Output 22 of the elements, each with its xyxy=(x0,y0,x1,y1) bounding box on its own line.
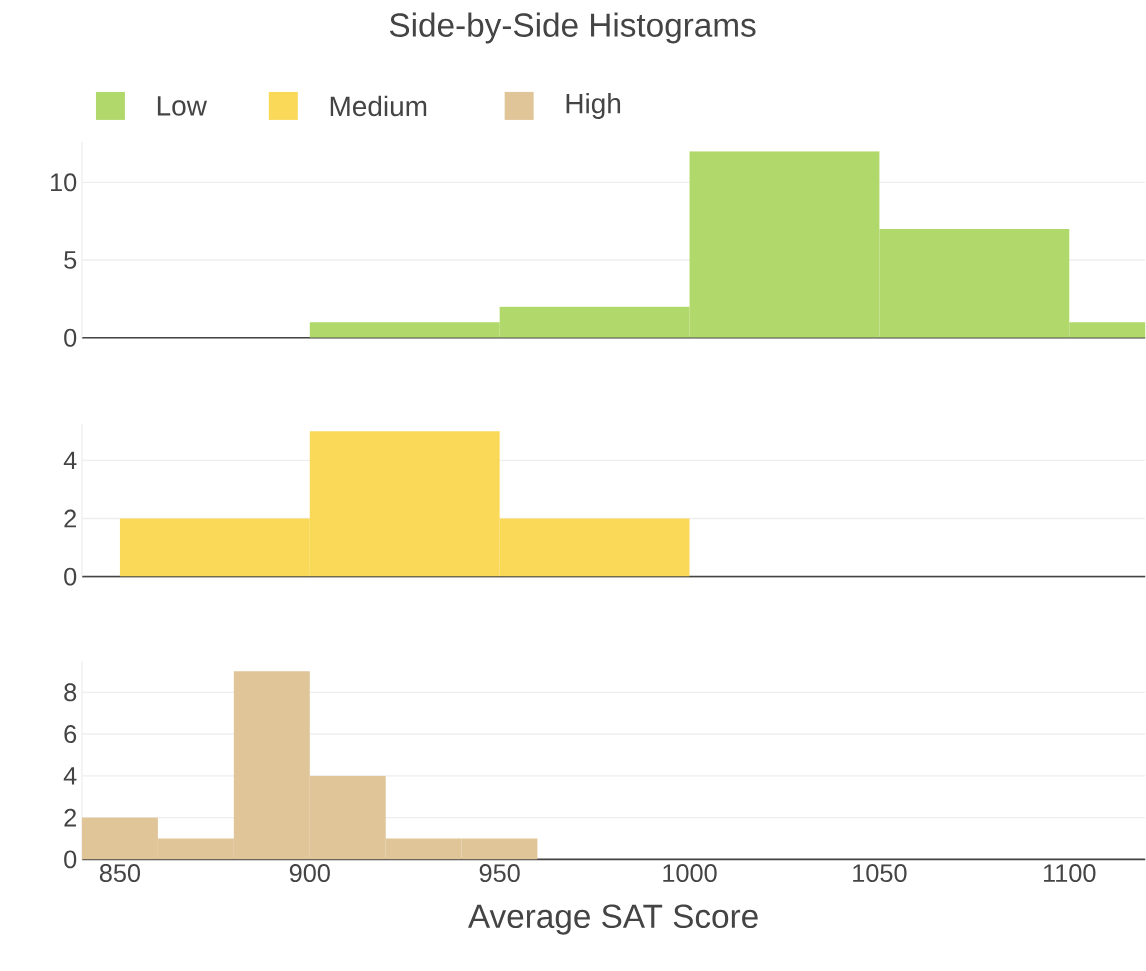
legend-label: High xyxy=(566,92,621,119)
y-tick-label: 4 xyxy=(63,766,77,785)
x-tick-label: 1050 xyxy=(853,863,907,882)
legend-label: Medium xyxy=(330,95,427,117)
y-tick-label: 2 xyxy=(64,509,76,528)
y-tick-label: 10 xyxy=(51,173,77,192)
y-tick-label: 2 xyxy=(64,808,76,827)
y-tick-label: 0 xyxy=(64,850,77,869)
x-tick-label: 950 xyxy=(479,863,520,882)
x-axis-title: Average SAT Score xyxy=(467,904,758,935)
legend-label: Low xyxy=(157,96,207,116)
y-tick-label: 4 xyxy=(63,451,77,469)
y-tick-label: 6 xyxy=(64,724,77,743)
x-tick-label: 900 xyxy=(289,863,330,882)
chart-title: Side-by-Side Histograms xyxy=(389,12,756,44)
y-tick-label: 0 xyxy=(64,567,77,586)
x-tick-label: 1000 xyxy=(663,863,717,882)
y-tick-label: 5 xyxy=(64,251,77,269)
x-tick-label: 1100 xyxy=(1043,863,1096,882)
x-tick-label: 850 xyxy=(99,863,141,882)
y-tick-label: 0 xyxy=(64,328,77,347)
y-tick-label: 8 xyxy=(64,683,77,702)
